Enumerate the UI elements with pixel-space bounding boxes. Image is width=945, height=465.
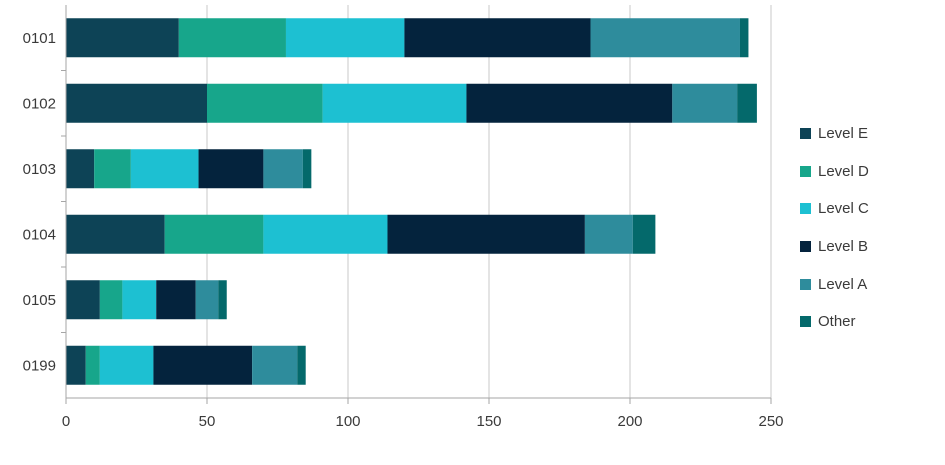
legend-swatch [800, 241, 811, 253]
legend-item: Level C [800, 190, 869, 228]
x-tick-label: 200 [617, 413, 642, 430]
category-label: 0105 [23, 292, 56, 309]
bar-segment: 0102 — Level A: 23 [672, 83, 738, 123]
x-tick-label: 100 [335, 413, 360, 430]
legend-item: Level A [800, 265, 869, 303]
bar-segment: 0199 — Level D: 5 [85, 345, 100, 385]
bar-segment: 0102 — Level C: 51 [322, 83, 467, 123]
legend-swatch [800, 128, 811, 140]
legend-item: Level B [800, 228, 869, 266]
legend-item: Level D [800, 153, 869, 191]
category-label: 0103 [23, 161, 56, 178]
bar-segment: 0101 — Level C: 42 [285, 18, 405, 58]
legend-label: Level B [818, 238, 869, 256]
legend-label: Level E [818, 125, 869, 143]
bar-segment: 0105 — Level E: 12 [66, 280, 100, 320]
legend-swatch [800, 165, 811, 177]
bar-segment: 0101 — Level A: 53 [590, 18, 740, 58]
bar-segment: 0105 — Level B: 14 [156, 280, 196, 320]
x-tick-label: 0 [62, 413, 70, 430]
bar-segment: 0199 — Level C: 19 [99, 345, 154, 385]
bar-segment: 0199 — Other: 3 [297, 345, 306, 385]
bar-segment: 0104 — Level C: 44 [263, 214, 388, 254]
bar-segment: 0103 — Level E: 10 [66, 149, 95, 189]
bar-segment: 0102 — Level B: 73 [466, 83, 673, 123]
bar-segment: 0101 — Level B: 66 [404, 18, 591, 58]
bar-segment: 0105 — Level D: 8 [99, 280, 123, 320]
bar-segment: 0105 — Level C: 12 [122, 280, 157, 320]
bars: 0101 — Level E: 400101 — Level D: 380101… [66, 18, 757, 385]
legend-label: Level A [818, 275, 868, 293]
axes: 0 50 100 150 200 250 0101 0102 0103 0104 0105 0199 [23, 5, 784, 430]
category-label: 0101 [23, 30, 56, 47]
bar-segment: 0103 — Level C: 24 [130, 149, 199, 189]
bar-segment: 0101 — Level E: 40 [66, 18, 179, 58]
legend-item: Level E [800, 115, 869, 153]
bar-segment: 0103 — Other: 3 [302, 149, 312, 189]
bar-segment: 0105 — Level A: 8 [195, 280, 219, 320]
legend-label: Other [818, 313, 856, 331]
x-tick-label: 250 [758, 413, 783, 430]
bar-segment: 0104 — Level B: 70 [387, 214, 585, 254]
legend-swatch [800, 203, 811, 215]
bar-segment: 0199 — Level E: 7 [66, 345, 86, 385]
bar-segment: 0101 — Level D: 38 [178, 18, 286, 58]
category-label: 0102 [23, 95, 56, 112]
bar-segment: 0103 — Level A: 14 [263, 149, 303, 189]
bar-segment: 0102 — Other: 7 [737, 83, 757, 123]
category-label: 0199 [23, 357, 56, 374]
x-tick-label: 50 [199, 413, 216, 430]
gridlines [206, 5, 772, 398]
bar-segment: 0101 — Other: 3 [739, 18, 749, 58]
legend-label: Level C [818, 200, 869, 218]
bar-segment: 0199 — Level B: 35 [153, 345, 253, 385]
bar-segment: 0104 — Level A: 17 [584, 214, 633, 254]
bar-segment: 0104 — Level E: 35 [66, 214, 165, 254]
legend-item: Other [800, 303, 869, 341]
legend: Level E Level D Level C Level B Level A Other [800, 115, 869, 341]
legend-label: Level D [818, 162, 869, 180]
bar-segment: 0104 — Level D: 35 [164, 214, 264, 254]
x-tick-label: 150 [476, 413, 501, 430]
bar-segment: 0102 — Level D: 41 [207, 83, 323, 123]
bar-segment: 0199 — Level A: 16 [252, 345, 298, 385]
bar-segment: 0103 — Level B: 23 [198, 149, 264, 189]
bar-segment: 0103 — Level D: 13 [94, 149, 131, 189]
bar-segment: 0104 — Other: 8 [632, 214, 656, 254]
legend-swatch [800, 316, 811, 328]
legend-swatch [800, 278, 811, 290]
bar-segment: 0105 — Other: 3 [218, 280, 227, 320]
bar-segment: 0102 — Level E: 50 [66, 83, 207, 123]
category-label: 0104 [23, 226, 56, 243]
